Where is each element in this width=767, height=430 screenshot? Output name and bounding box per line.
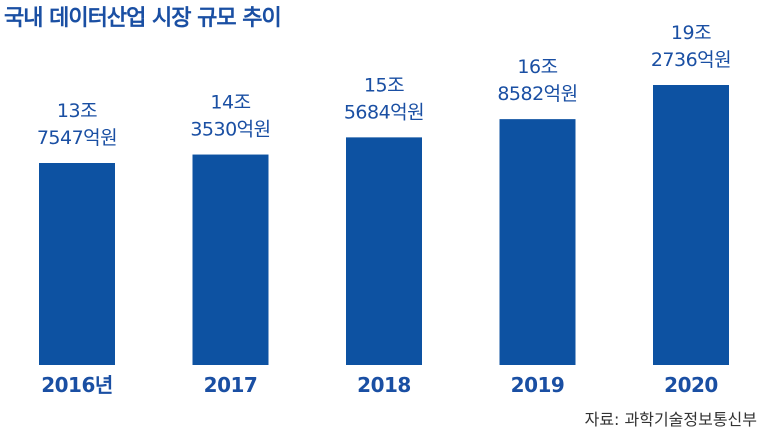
value-label-2-0: 15조 [364,74,404,96]
category-label-2: 2018 [357,373,411,397]
value-label-4-1: 2736억원 [651,49,731,71]
category-label-0: 2016년 [41,373,113,397]
bar-2 [346,137,422,365]
value-label-3-0: 16조 [517,56,557,78]
bar-0 [39,163,115,365]
value-label-0-0: 13조 [57,100,97,122]
category-label-4: 2020 [664,373,718,397]
value-label-4-0: 19조 [671,22,711,44]
bar-3 [499,119,576,365]
value-label-2-1: 5684억원 [344,101,424,123]
value-label-1-0: 14조 [210,92,250,114]
category-label-3: 2019 [511,373,565,397]
value-label-1-1: 3530억원 [190,119,270,141]
bar-4 [653,85,729,365]
category-label-1: 2017 [204,373,258,397]
source-note: 자료: 과학기술정보통신부 [584,410,757,429]
chart-title: 국내 데이터산업 시장 규모 추이 [4,6,282,31]
bar-1 [192,154,269,365]
value-label-0-1: 7547억원 [37,127,117,149]
value-label-3-1: 8582억원 [497,83,577,105]
